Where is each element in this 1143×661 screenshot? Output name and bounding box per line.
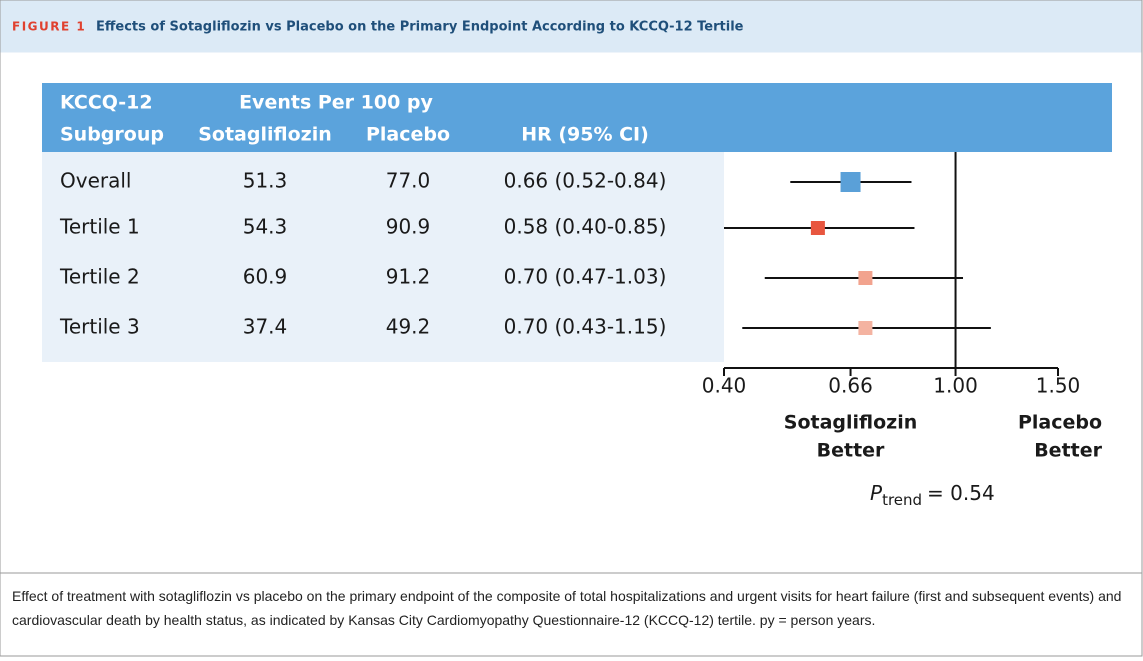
header-events: Events Per 100 py xyxy=(239,92,433,114)
header-hr: HR (95% CI) xyxy=(521,124,649,146)
figure-title: Effects of Sotagliflozin vs Placebo on t… xyxy=(96,20,744,35)
favour-label: Sotagliflozin xyxy=(784,412,918,434)
x-tick-label: 0.40 xyxy=(702,374,747,398)
hr-label: 0.70 (0.43-1.15) xyxy=(504,315,667,339)
placebo-events: 90.9 xyxy=(386,215,431,239)
favour-label: Better xyxy=(817,440,885,462)
caption-box: Effect of treatment with sotagliflozin v… xyxy=(12,588,1122,628)
hr-marker xyxy=(840,172,861,192)
row-label: Overall xyxy=(60,169,131,193)
header-band xyxy=(42,83,1112,152)
hr-marker xyxy=(858,321,873,335)
title-band xyxy=(0,0,1142,53)
row-label: Tertile 1 xyxy=(59,215,140,239)
header-subgroup-1: KCCQ-12 xyxy=(60,92,153,114)
p-trend-part: P xyxy=(870,481,883,505)
favour-label: Placebo xyxy=(1018,412,1102,434)
placebo-events: 49.2 xyxy=(386,315,431,339)
sota-events: 51.3 xyxy=(243,169,288,193)
hr-marker xyxy=(858,271,873,285)
p-trend: Ptrend = 0.54 xyxy=(870,481,995,509)
hr-label: 0.66 (0.52-0.84) xyxy=(504,169,667,193)
p-trend-part: = 0.54 xyxy=(927,481,995,505)
placebo-events: 77.0 xyxy=(386,169,431,193)
table-body xyxy=(42,152,724,362)
x-tick-label: 0.66 xyxy=(828,374,873,398)
figure-label: FIGURE 1 xyxy=(12,20,86,34)
sota-events: 54.3 xyxy=(243,215,288,239)
x-tick-label: 1.50 xyxy=(1036,374,1081,398)
caption: Effect of treatment with sotagliflozin v… xyxy=(12,588,1122,628)
hr-label: 0.70 (0.47-1.03) xyxy=(504,265,667,289)
header-placebo: Placebo xyxy=(366,124,450,146)
placebo-events: 91.2 xyxy=(386,265,431,289)
header-subgroup-2: Subgroup xyxy=(60,124,164,146)
hr-marker xyxy=(810,221,825,235)
hr-label: 0.58 (0.40-0.85) xyxy=(504,215,667,239)
header-sota: Sotagliflozin xyxy=(198,124,332,146)
favour-label: Better xyxy=(1034,440,1102,462)
row-label: Tertile 2 xyxy=(59,265,140,289)
sota-events: 37.4 xyxy=(243,315,288,339)
x-tick-label: 1.00 xyxy=(933,374,978,398)
sota-events: 60.9 xyxy=(243,265,288,289)
row-label: Tertile 3 xyxy=(59,315,140,339)
p-trend-part: trend xyxy=(882,491,922,509)
